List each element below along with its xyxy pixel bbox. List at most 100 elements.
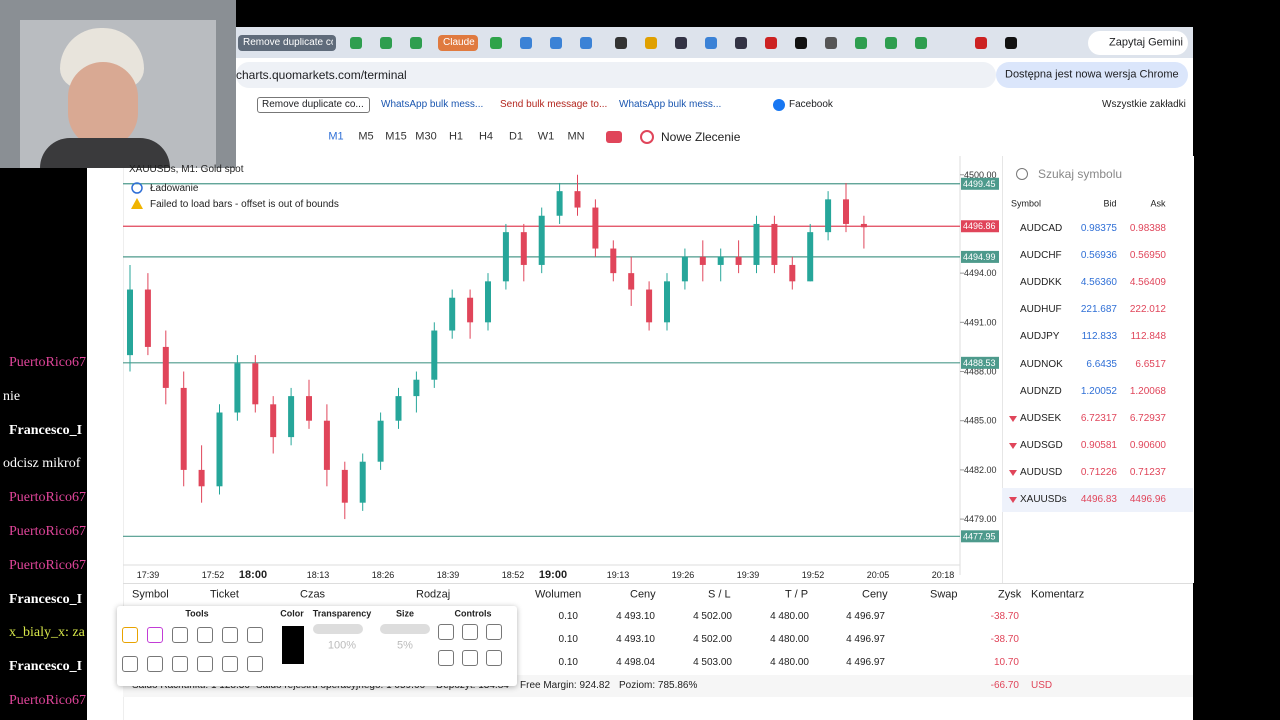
error-label: Failed to load bars - offset is out of b…: [150, 199, 339, 210]
tool-icon[interactable]: [122, 627, 138, 643]
bookmark[interactable]: Send bulk message to...: [500, 99, 608, 110]
tab-icon[interactable]: [675, 37, 687, 49]
tool-icon[interactable]: [197, 656, 213, 672]
symbol-name[interactable]: AUDCHF: [1020, 250, 1062, 262]
timeframe[interactable]: M1: [328, 130, 344, 143]
search-input[interactable]: Szukaj symbolu: [1038, 167, 1123, 181]
tool-icon[interactable]: [147, 627, 163, 643]
tool-icon[interactable]: [222, 656, 238, 672]
tool-icon[interactable]: [197, 627, 213, 643]
tab[interactable]: [438, 35, 478, 51]
symbol-name[interactable]: AUDNOK: [1020, 358, 1063, 370]
timeframe[interactable]: M15: [385, 130, 407, 143]
ask: 6.6517: [1135, 358, 1166, 370]
x-tick-label: 19:39: [737, 570, 760, 580]
symbol-name[interactable]: XAUUSDs: [1020, 494, 1067, 505]
gemini-label[interactable]: Zapytaj Gemini: [1109, 36, 1183, 49]
y-tick-label: 4479.00: [964, 514, 997, 524]
tab-icon[interactable]: [825, 37, 837, 49]
bookmark[interactable]: WhatsApp bulk mess...: [619, 99, 722, 110]
tool-icon[interactable]: [486, 624, 502, 640]
symbol-name[interactable]: AUDSGD: [1020, 439, 1063, 451]
timeframe[interactable]: H4: [478, 130, 494, 143]
tool-icon[interactable]: [147, 656, 163, 672]
candle-body: [323, 420, 330, 470]
tool-icon[interactable]: [172, 656, 188, 672]
tab-icon[interactable]: [1005, 37, 1017, 49]
cell: 4 480.00: [770, 611, 809, 622]
timeframe[interactable]: W1: [537, 130, 555, 143]
timeframe[interactable]: MN: [567, 130, 585, 143]
chat-message: PuertoRico67: [9, 524, 86, 539]
timeframe[interactable]: M5: [358, 130, 374, 143]
symbol-name[interactable]: AUDHUF: [1020, 304, 1062, 316]
timeframe[interactable]: M30: [415, 130, 437, 143]
tab-icon[interactable]: [380, 37, 392, 49]
tool-icon[interactable]: [462, 650, 478, 666]
tab-icon[interactable]: [550, 37, 562, 49]
tab-icon[interactable]: [615, 37, 627, 49]
transparency-slider[interactable]: [313, 624, 363, 634]
size-slider[interactable]: [380, 624, 430, 634]
search-icon: [1016, 168, 1028, 180]
tool-icon[interactable]: [122, 656, 138, 672]
level-label: 4488.53: [963, 358, 996, 368]
gemini-button[interactable]: [1088, 31, 1188, 55]
cell: 4 493.10: [616, 611, 655, 622]
candle-body: [646, 289, 653, 323]
order-icon: [606, 131, 622, 143]
tool-icon[interactable]: [247, 627, 263, 643]
tab-icon[interactable]: [795, 37, 807, 49]
candle-body: [431, 330, 438, 380]
symbol-name[interactable]: AUDNZD: [1020, 385, 1062, 397]
color-swatch[interactable]: [282, 626, 304, 664]
timeframe[interactable]: H1: [448, 130, 464, 143]
tool-icon[interactable]: [462, 624, 478, 640]
tool-icon[interactable]: [486, 650, 502, 666]
tab-icon[interactable]: [705, 37, 717, 49]
tab-title[interactable]: Claude: [443, 38, 475, 48]
tab-icon[interactable]: [645, 37, 657, 49]
symbol-name[interactable]: AUDUSD: [1020, 466, 1063, 478]
cell: 4 493.10: [616, 634, 655, 645]
column-header: Symbol: [1011, 198, 1042, 209]
all-bookmarks[interactable]: Wszystkie zakładki: [1102, 99, 1186, 110]
tab-icon[interactable]: [580, 37, 592, 49]
tab-title[interactable]: Remove duplicate co: [243, 38, 333, 48]
update-pill[interactable]: [996, 62, 1188, 88]
tab-icon[interactable]: [765, 37, 777, 49]
tool-icon[interactable]: [247, 656, 263, 672]
tab-icon[interactable]: [855, 37, 867, 49]
bookmark[interactable]: WhatsApp bulk mess...: [381, 99, 484, 110]
tab-icon[interactable]: [915, 37, 927, 49]
cell: 4 498.04: [616, 657, 655, 668]
tool-icon[interactable]: [438, 650, 454, 666]
tab-icon[interactable]: [975, 37, 987, 49]
tab-icon[interactable]: [410, 37, 422, 49]
cell: 4 496.97: [846, 657, 885, 668]
new-order[interactable]: Nowe Zlecenie: [661, 130, 741, 144]
symbol-name[interactable]: AUDSEK: [1020, 412, 1062, 424]
symbol-name[interactable]: AUDDKK: [1020, 277, 1062, 289]
tool-icon[interactable]: [172, 627, 188, 643]
warning-icon: [131, 198, 143, 209]
tool-icon[interactable]: [222, 627, 238, 643]
address-bar[interactable]: [236, 62, 996, 88]
bookmark[interactable]: Facebook: [789, 99, 833, 110]
tab[interactable]: [238, 35, 336, 51]
timeframe[interactable]: D1: [508, 130, 524, 143]
total: -66.70: [990, 680, 1019, 691]
tab-icon[interactable]: [490, 37, 502, 49]
update-label[interactable]: Dostępna jest nowa wersja Chrome: [1005, 68, 1179, 81]
tab-icon[interactable]: [735, 37, 747, 49]
tab-icon[interactable]: [885, 37, 897, 49]
bid: 0.71226: [1080, 466, 1117, 478]
symbol-name[interactable]: AUDJPY: [1020, 331, 1060, 343]
symbol-name[interactable]: AUDCAD: [1020, 223, 1063, 234]
tool-icon[interactable]: [438, 624, 454, 640]
tab-icon[interactable]: [520, 37, 532, 49]
cell: 4 496.97: [846, 634, 885, 645]
bookmark[interactable]: Remove duplicate co...: [262, 99, 364, 110]
tab-icon[interactable]: [350, 37, 362, 49]
loading-label: Ładowanie: [150, 183, 199, 194]
